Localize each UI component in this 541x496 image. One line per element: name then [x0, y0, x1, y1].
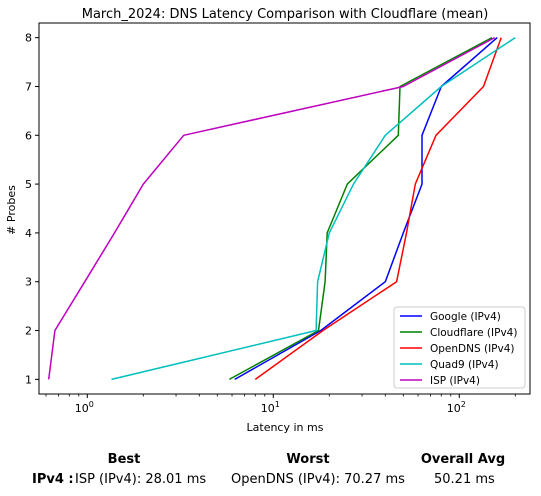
plot-area — [38, 22, 531, 395]
legend-label: ISP (IPv4) — [430, 375, 480, 387]
legend-label: Quad9 (IPv4) — [430, 359, 499, 371]
series-line-quad9-ipv4 — [111, 36, 516, 381]
y-axis-ticks: 1 2 3 4 5 6 7 8 — [25, 32, 39, 386]
best-header: Best — [107, 452, 141, 467]
legend-label: Cloudflare (IPv4) — [430, 327, 517, 339]
summary-table: Best Worst Overall Avg IPv4 : ISP (IPv4)… — [0, 448, 541, 496]
chart-title: March_2024: DNS Latency Comparison with … — [82, 7, 489, 22]
series-lines — [47, 36, 516, 381]
y-tick-label: 7 — [25, 80, 32, 93]
y-tick-label: 6 — [25, 129, 32, 142]
x-axis-ticks: 100 101 102 — [45, 394, 516, 415]
series-line-cloudflare-ipv4 — [228, 36, 493, 381]
y-tick-label: 2 — [25, 325, 32, 338]
x-tick-label: 102 — [447, 400, 466, 415]
legend: Google (IPv4) Cloudflare (IPv4) OpenDNS (I… — [393, 306, 526, 389]
y-axis-label: # Probes — [5, 185, 18, 235]
series-line-opendns-ipv4 — [254, 37, 502, 381]
worst-value: OpenDNS (IPv4): 70.27 ms — [231, 472, 405, 487]
y-tick-label: 3 — [25, 276, 32, 289]
row-label: IPv4 : — [32, 472, 74, 487]
x-axis-label: Latency in ms — [247, 421, 324, 434]
legend-label: OpenDNS (IPv4) — [430, 343, 515, 355]
y-tick-label: 1 — [25, 373, 32, 386]
y-tick-label: 8 — [25, 32, 32, 45]
series-line-google-ipv4 — [234, 37, 498, 381]
worst-header: Worst — [286, 452, 330, 467]
overall-avg-value: 50.21 ms — [434, 472, 495, 487]
best-value: ISP (IPv4): 28.01 ms — [75, 472, 207, 487]
x-tick-label: 100 — [75, 400, 94, 415]
x-tick-label: 101 — [261, 400, 280, 415]
overall-avg-header: Overall Avg — [420, 452, 506, 467]
y-tick-label: 5 — [25, 178, 32, 191]
legend-frame — [393, 306, 526, 389]
series-line-isp-ipv4 — [47, 36, 496, 380]
legend-label: Google (IPv4) — [430, 311, 501, 323]
y-tick-label: 4 — [25, 227, 32, 240]
latency-chart: March_2024: DNS Latency Comparison with … — [5, 7, 531, 434]
